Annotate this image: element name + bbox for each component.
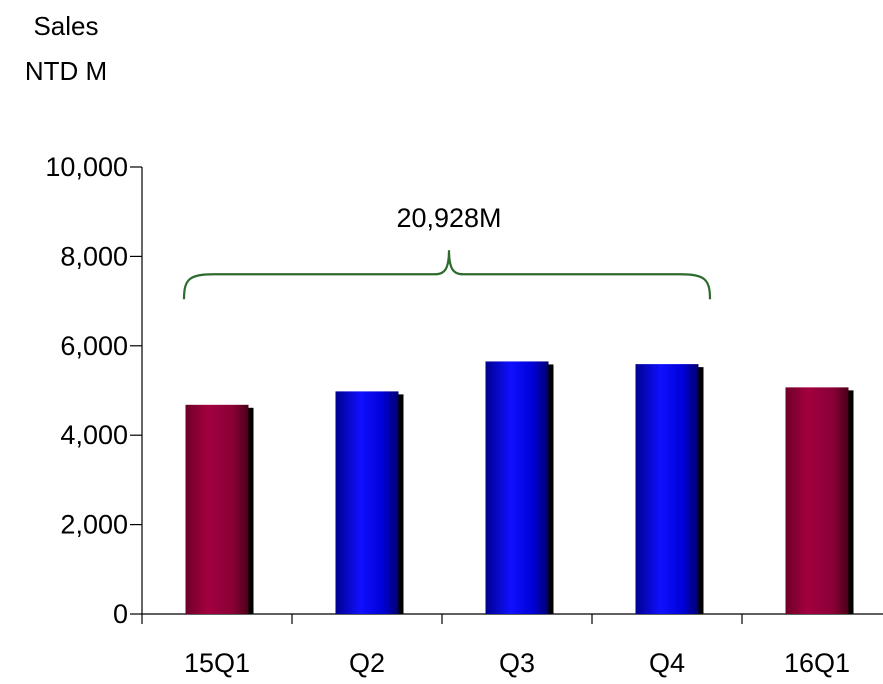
bar <box>335 391 399 614</box>
y-tick-label: 8,000 <box>60 241 128 271</box>
x-tick-label: Q4 <box>649 648 685 678</box>
bar <box>635 364 699 614</box>
annotation-label: 20,928M <box>396 203 501 233</box>
bar-16q1 <box>785 387 854 614</box>
bar-q3 <box>485 361 554 614</box>
axes: 0 2,000 4,000 6,000 8,000 10,000 15Q1 Q2 Q3 Q4 16Q… <box>45 152 883 678</box>
x-tick-label: 15Q1 <box>184 648 250 678</box>
bar <box>785 387 849 614</box>
bars <box>185 361 854 614</box>
bar-q2 <box>335 391 404 614</box>
x-tick-label: 16Q1 <box>784 648 850 678</box>
y-tick-label: 6,000 <box>60 331 128 361</box>
y-tick-label: 10,000 <box>45 152 128 182</box>
bar <box>485 361 549 614</box>
y-tick-label: 4,000 <box>60 420 128 450</box>
y-axis-label-line-2: NTD M <box>25 56 107 86</box>
y-tick-label: 0 <box>113 599 128 629</box>
bar <box>185 404 249 614</box>
bar-15q1 <box>185 404 254 614</box>
curly-brace <box>182 250 712 300</box>
x-tick-label: Q3 <box>499 648 535 678</box>
y-axis-label-line-1: Sales <box>33 11 98 41</box>
annotation: 20,928M <box>182 203 712 300</box>
y-tick-label: 2,000 <box>60 510 128 540</box>
bar-q4 <box>635 364 704 614</box>
x-tick-label: Q2 <box>349 648 385 678</box>
